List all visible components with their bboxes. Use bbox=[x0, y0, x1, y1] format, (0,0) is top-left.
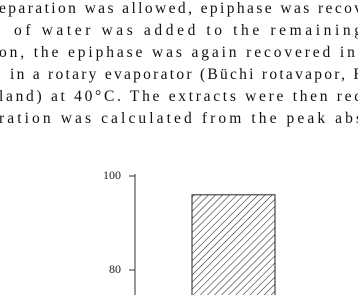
y-tick-label: 80 bbox=[109, 262, 121, 276]
bar bbox=[191, 194, 276, 295]
paragraph: eparation was allowed, epiphase was reco… bbox=[0, 0, 358, 127]
text-line: land) at 40°C. The extracts were then re… bbox=[0, 88, 358, 105]
text-line: on, the epiphase was again recovered int bbox=[0, 44, 358, 61]
text-line: in a rotary evaporator (Büchi rotavapor,… bbox=[10, 66, 358, 83]
text-line: of water was added to the remaining bbox=[14, 22, 358, 39]
text-line: ration was calculated from the peak abs bbox=[0, 110, 358, 127]
text-line: eparation was allowed, epiphase was reco… bbox=[0, 0, 358, 17]
y-tick-label: 100 bbox=[103, 168, 121, 182]
chart: 80 100 bbox=[103, 168, 276, 295]
